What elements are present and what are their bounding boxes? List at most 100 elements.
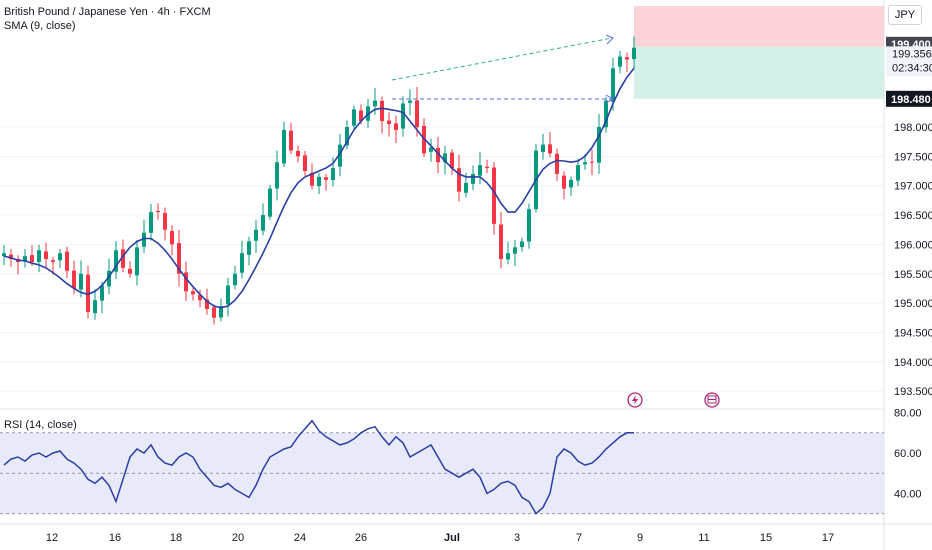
- candle[interactable]: [37, 244, 41, 273]
- candle[interactable]: [408, 89, 412, 116]
- candle[interactable]: [135, 240, 139, 286]
- candle[interactable]: [275, 150, 279, 201]
- candle[interactable]: [289, 122, 293, 155]
- candle[interactable]: [128, 261, 132, 278]
- candle[interactable]: [548, 131, 552, 158]
- candle[interactable]: [450, 149, 454, 175]
- stop-loss-zone[interactable]: [634, 6, 884, 47]
- badge-bg: [886, 46, 932, 77]
- candle[interactable]: [485, 159, 489, 173]
- take-profit-zone[interactable]: [634, 46, 884, 99]
- candle[interactable]: [212, 304, 216, 325]
- candle[interactable]: [149, 203, 153, 241]
- candle-body: [23, 256, 27, 262]
- symbol-legend[interactable]: British Pound / Japanese Yen · 4h · FXCM: [4, 5, 211, 19]
- time-tick-label: 16: [109, 532, 121, 544]
- candle-body: [457, 168, 461, 192]
- entry-level-badge[interactable]: 198.480: [886, 90, 932, 107]
- candle[interactable]: [555, 148, 559, 182]
- candle[interactable]: [184, 261, 188, 302]
- candle[interactable]: [198, 289, 202, 308]
- candle[interactable]: [576, 158, 580, 186]
- candle[interactable]: [597, 114, 601, 175]
- candle[interactable]: [163, 207, 167, 241]
- candle[interactable]: [93, 289, 97, 320]
- candle[interactable]: [527, 203, 531, 249]
- candle[interactable]: [191, 287, 195, 301]
- candle-body: [492, 167, 496, 224]
- sma-legend[interactable]: SMA (9, close): [4, 19, 76, 33]
- candle[interactable]: [79, 260, 83, 298]
- candle[interactable]: [2, 245, 6, 266]
- candle[interactable]: [44, 242, 48, 268]
- candle[interactable]: [471, 165, 475, 191]
- flag-event-icon[interactable]: [704, 392, 720, 408]
- candle[interactable]: [373, 88, 377, 115]
- sma-label: SMA (9, close): [4, 20, 76, 32]
- candle[interactable]: [415, 87, 419, 137]
- candle[interactable]: [352, 105, 356, 130]
- candle[interactable]: [436, 137, 440, 174]
- candle[interactable]: [632, 36, 636, 70]
- rsi-line[interactable]: [3, 419, 634, 515]
- candle[interactable]: [380, 96, 384, 134]
- candle[interactable]: [226, 277, 230, 317]
- candle[interactable]: [338, 134, 342, 177]
- candle[interactable]: [86, 265, 90, 319]
- candle[interactable]: [30, 245, 34, 266]
- lightning-event-icon[interactable]: [627, 392, 643, 408]
- sma-line[interactable]: [3, 67, 635, 309]
- candle[interactable]: [58, 248, 62, 268]
- candle[interactable]: [303, 150, 307, 176]
- dashed-trendline[interactable]: [391, 37, 613, 81]
- candle[interactable]: [296, 145, 300, 163]
- candle[interactable]: [387, 112, 391, 137]
- candle[interactable]: [499, 212, 503, 269]
- candle[interactable]: [268, 184, 272, 220]
- rsi-legend[interactable]: RSI (14, close): [4, 418, 77, 432]
- candle-body: [618, 56, 622, 67]
- candle-body: [373, 100, 377, 107]
- candle[interactable]: [457, 154, 461, 202]
- candle[interactable]: [513, 239, 517, 267]
- candle[interactable]: [401, 96, 405, 137]
- candle[interactable]: [492, 162, 496, 235]
- candle[interactable]: [569, 176, 573, 197]
- candle[interactable]: [345, 120, 349, 150]
- time-tick-label: 26: [355, 532, 367, 544]
- candle[interactable]: [261, 203, 265, 236]
- candle[interactable]: [156, 203, 160, 220]
- candle[interactable]: [618, 50, 622, 74]
- currency-button[interactable]: JPY: [888, 5, 922, 25]
- candle[interactable]: [142, 219, 146, 254]
- candle[interactable]: [219, 298, 223, 322]
- candle[interactable]: [233, 265, 237, 290]
- candle[interactable]: [240, 240, 244, 279]
- current-price-badge[interactable]: 199.356 02:34:30: [886, 46, 932, 77]
- candle[interactable]: [317, 172, 321, 195]
- candle[interactable]: [282, 121, 286, 167]
- candle[interactable]: [541, 133, 545, 160]
- candle[interactable]: [429, 138, 433, 162]
- candle[interactable]: [562, 171, 566, 200]
- candle[interactable]: [114, 240, 118, 279]
- candle[interactable]: [506, 241, 510, 265]
- candle[interactable]: [478, 152, 482, 185]
- candle[interactable]: [247, 236, 251, 266]
- candle[interactable]: [65, 246, 69, 279]
- candle[interactable]: [394, 115, 398, 144]
- candle[interactable]: [590, 149, 594, 176]
- candle[interactable]: [324, 174, 328, 191]
- candle[interactable]: [100, 281, 104, 314]
- candle[interactable]: [23, 248, 27, 268]
- candle[interactable]: [310, 163, 314, 190]
- candle[interactable]: [170, 225, 174, 256]
- candle[interactable]: [254, 219, 258, 253]
- candle[interactable]: [16, 255, 20, 275]
- candle[interactable]: [520, 237, 524, 252]
- rsi-tick-label: 40.00: [894, 488, 922, 500]
- candle[interactable]: [177, 229, 181, 287]
- candle[interactable]: [625, 52, 629, 73]
